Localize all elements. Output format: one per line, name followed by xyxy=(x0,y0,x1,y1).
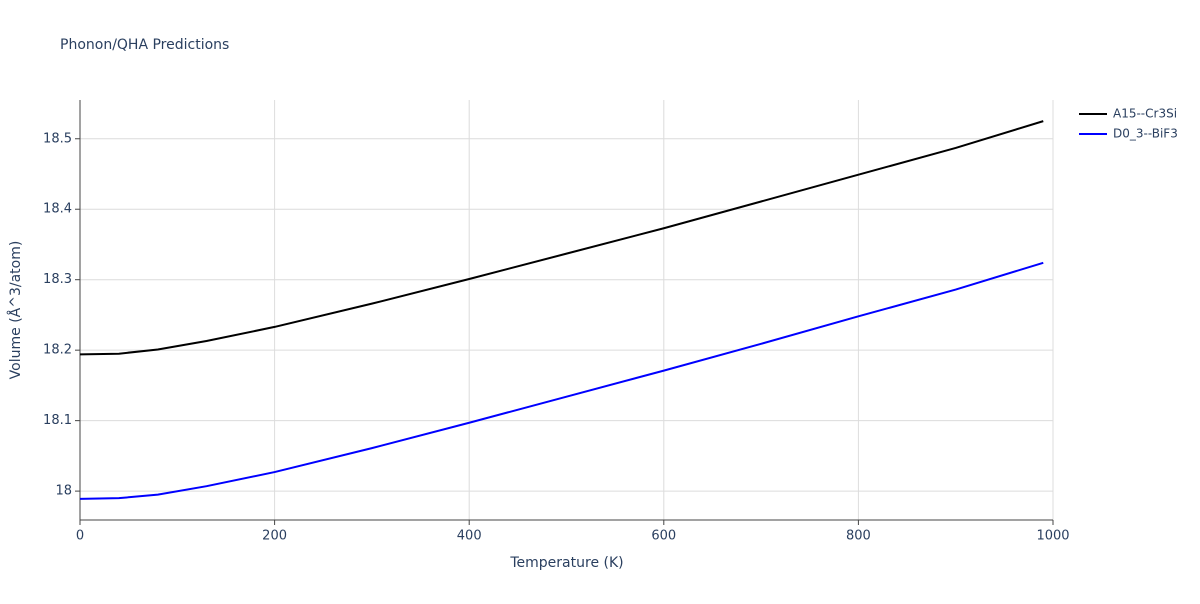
x-axis-label: Temperature (K) xyxy=(509,555,623,571)
y-tick-label: 18.5 xyxy=(43,131,72,146)
y-tick-label: 18.3 xyxy=(43,272,72,287)
x-tick-label: 600 xyxy=(651,529,676,544)
x-tick-label: 400 xyxy=(457,529,482,544)
y-tick-label: 18.4 xyxy=(43,202,72,217)
y-tick-label: 18 xyxy=(55,484,72,499)
y-tick-label: 18.1 xyxy=(43,413,72,428)
series-line xyxy=(79,261,1044,500)
y-tick-label: 18.2 xyxy=(43,343,72,358)
x-tick-label: 1000 xyxy=(1036,529,1069,544)
chart-title: Phonon/QHA Predictions xyxy=(60,37,229,53)
legend-label: A15--Cr3Si xyxy=(1113,107,1177,121)
x-tick-label: 800 xyxy=(846,529,871,544)
legend-label: D0_3--BiF3 xyxy=(1113,127,1178,141)
x-tick-label: 0 xyxy=(76,529,84,544)
series-line xyxy=(79,120,1044,356)
y-axis-label: Volume (Å^3/atom) xyxy=(7,241,24,380)
x-tick-label: 200 xyxy=(262,529,287,544)
